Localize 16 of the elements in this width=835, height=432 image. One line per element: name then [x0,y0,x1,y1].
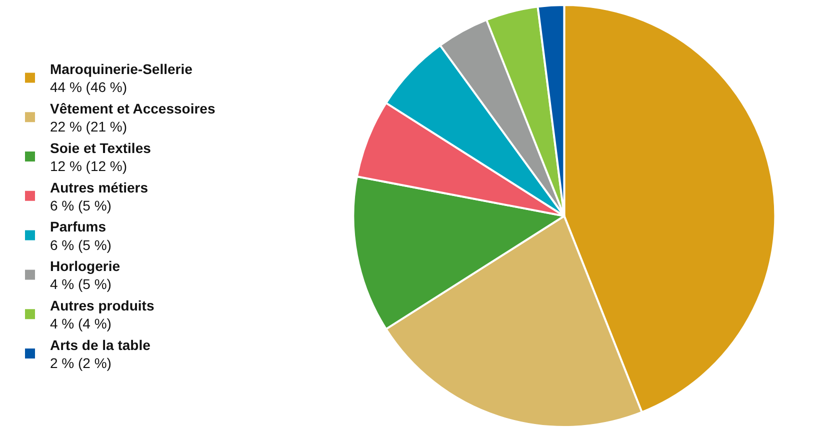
legend-label: Parfums [50,218,106,235]
data-label: 22 % (21 %) [50,118,128,135]
data-label: 2 % (2 %) [50,355,112,372]
data-label: 4 % (4 %) [50,316,112,332]
data-label: 12 % (12 %) [50,158,128,174]
data-label: 6 % (5 %) [50,236,112,253]
legend-label: Horlogerie [50,258,120,274]
legend-label: Arts de la table [50,336,151,353]
data-label: 6 % (5 %) [50,197,112,214]
legend-label: Vêtement et Accessoires [50,100,216,116]
legend-label: Soie et Textiles [50,140,152,156]
legend-label: Maroquinerie-Sellerie [50,61,193,78]
data-label: 44 % (46 %) [50,79,128,96]
data-label: 4 % (5 %) [50,276,112,292]
legend-label: Autres produits [50,297,154,314]
legend-label: Autres métiers [50,179,148,196]
